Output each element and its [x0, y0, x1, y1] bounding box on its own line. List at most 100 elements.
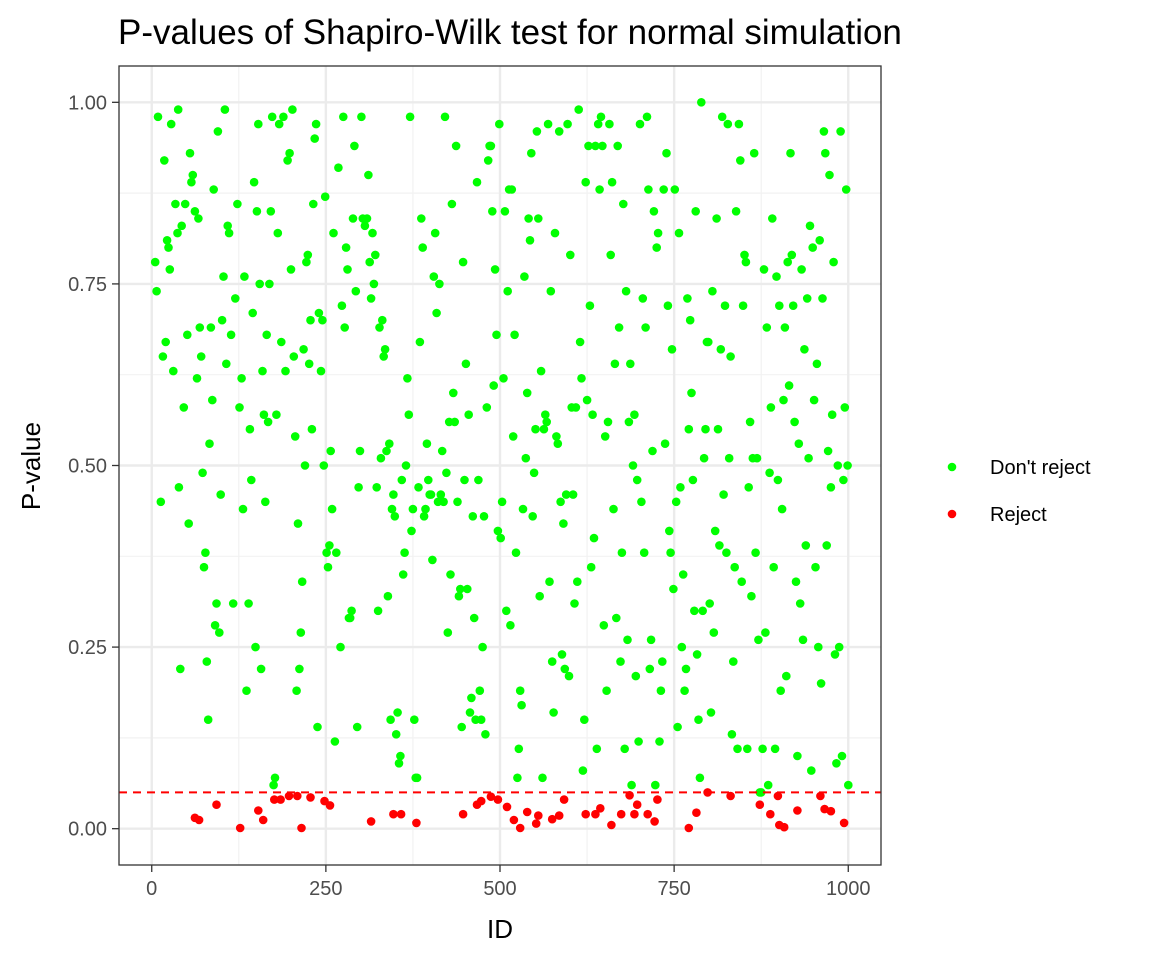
data-point [391, 730, 401, 739]
data-point [235, 403, 244, 412]
data-point [412, 773, 422, 783]
data-point [183, 330, 192, 340]
data-point [389, 809, 398, 819]
data-point [351, 286, 361, 296]
data-point [683, 294, 692, 303]
data-point [784, 381, 794, 390]
data-point [704, 337, 713, 347]
data-point [688, 475, 698, 485]
data-point [722, 548, 731, 557]
data-point [677, 642, 687, 652]
data-point [299, 345, 308, 354]
data-point [653, 228, 663, 238]
data-point [322, 548, 331, 557]
data-point [759, 265, 769, 274]
data-point [465, 708, 475, 717]
data-point [489, 381, 499, 390]
data-point [521, 453, 531, 463]
data-point [745, 417, 755, 427]
data-point [219, 272, 228, 281]
data-point [754, 635, 763, 645]
data-point [518, 504, 528, 514]
data-point [557, 650, 567, 659]
data-point [454, 591, 464, 601]
data-point [588, 410, 597, 420]
data-point [737, 577, 746, 586]
data-point [401, 461, 411, 470]
data-point [375, 323, 384, 332]
y-tick-label: 0.00 [68, 819, 107, 841]
data-point [237, 374, 246, 383]
data-point [177, 221, 186, 231]
data-point [839, 475, 848, 485]
data-point [195, 323, 205, 332]
data-point [795, 599, 805, 608]
data-point [566, 250, 575, 260]
data-point [584, 141, 593, 151]
data-point [266, 207, 276, 216]
data-point [758, 744, 767, 754]
data-point [273, 228, 283, 238]
data-point [327, 504, 337, 514]
data-point [156, 497, 166, 507]
data-point [394, 759, 404, 768]
data-point [376, 453, 386, 463]
data-point [337, 301, 347, 311]
data-point [161, 337, 170, 347]
data-point [369, 279, 379, 289]
data-point [626, 359, 635, 369]
data-point [556, 497, 565, 507]
data-point [780, 323, 790, 332]
data-point [297, 823, 306, 833]
data-point [543, 119, 553, 129]
data-point [382, 446, 391, 456]
data-point [560, 664, 570, 674]
data-point [502, 606, 511, 616]
data-point [400, 548, 409, 557]
data-point [284, 791, 294, 801]
data-point [643, 809, 652, 819]
data-point [220, 105, 230, 114]
data-point [245, 424, 255, 434]
data-point [756, 788, 766, 797]
data-point [710, 526, 720, 536]
data-point [285, 148, 294, 158]
data-point [609, 504, 618, 514]
y-tick-label: 1.00 [68, 92, 107, 114]
data-point [749, 148, 759, 158]
data-point [458, 257, 468, 267]
data-point [304, 359, 314, 369]
data-point [595, 185, 604, 194]
data-point [408, 504, 418, 514]
data-point [265, 279, 274, 289]
data-point [715, 541, 724, 550]
data-point [446, 570, 455, 579]
data-point [632, 475, 642, 485]
data-point [286, 265, 296, 274]
data-point [365, 257, 375, 267]
data-point [190, 207, 200, 216]
data-point [281, 366, 290, 376]
data-point [798, 635, 808, 645]
data-point [730, 562, 739, 572]
data-point [787, 250, 797, 260]
data-point [164, 243, 173, 252]
data-point [822, 541, 831, 550]
data-point [692, 650, 702, 659]
data-point [240, 272, 249, 281]
data-point [405, 112, 415, 122]
data-point [201, 548, 210, 557]
data-point [571, 403, 581, 412]
legend-key [947, 462, 957, 472]
data-point [185, 148, 195, 158]
data-point [458, 809, 468, 819]
data-point [194, 815, 204, 825]
data-point [233, 199, 242, 209]
data-point [527, 148, 536, 158]
data-point [840, 403, 850, 412]
data-point [483, 156, 493, 165]
data-point [532, 127, 542, 136]
data-point [231, 294, 240, 303]
data-point [617, 548, 627, 557]
data-point [663, 301, 673, 311]
